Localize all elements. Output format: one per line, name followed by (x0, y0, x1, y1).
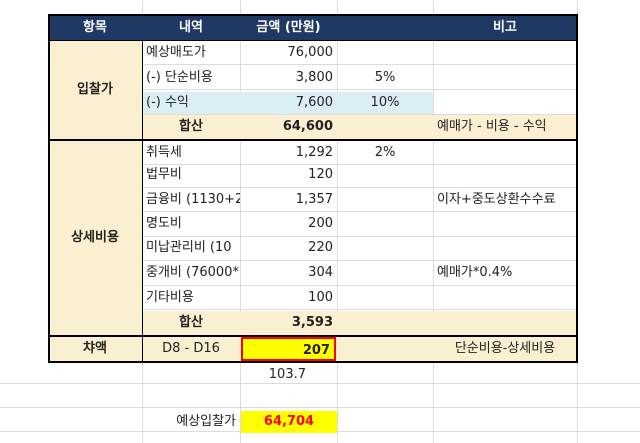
pct-cell[interactable]: 2% (374, 145, 396, 160)
header-blank (337, 14, 433, 41)
expected-bid-label[interactable]: 예상입찰가 (176, 414, 236, 429)
diff-formula[interactable]: D8 - D16 (162, 341, 220, 356)
note-cell[interactable]: 이자+중도상환수수료 (437, 192, 556, 207)
header-detail: 내역 (142, 14, 240, 41)
note-cell[interactable]: 예매가*0.4% (437, 265, 513, 280)
sum-row-bg-2 (142, 311, 577, 335)
amount-cell[interactable]: 3,800 (295, 70, 333, 85)
amount-cell[interactable]: 220 (308, 240, 333, 255)
detail-cell[interactable]: 중개비 (76000* (146, 265, 239, 280)
note-cell[interactable]: 예매가 - 비용 - 수익 (437, 119, 547, 134)
diff-row-bg (142, 337, 577, 361)
diff-amount[interactable]: 207 (241, 337, 336, 361)
detail-cell[interactable]: (-) 수익 (146, 95, 189, 110)
profit-row-bg (142, 92, 433, 114)
value-below[interactable]: 103.7 (268, 367, 306, 382)
amount-cell[interactable]: 100 (308, 290, 333, 305)
sum-amount[interactable]: 64,600 (282, 119, 333, 134)
expected-bid-value[interactable]: 64,704 (241, 411, 337, 433)
pct-cell[interactable]: 10% (370, 95, 400, 110)
sum-row-bg-1 (142, 115, 577, 139)
header-item: 항목 (48, 14, 142, 41)
sum-label[interactable]: 합산 (179, 315, 203, 330)
sum-label[interactable]: 합산 (179, 119, 203, 134)
note-cell[interactable]: 단순비용-상세비용 (454, 341, 556, 356)
header-amount: 금액 (만원) (240, 14, 337, 41)
amount-cell[interactable]: 7,600 (295, 95, 333, 110)
amount-cell[interactable]: 1,357 (295, 192, 333, 207)
detail-cell[interactable]: 기타비용 (146, 290, 194, 305)
detail-cell[interactable]: 예상매도가 (146, 45, 206, 60)
pct-cell[interactable]: 5% (374, 70, 396, 85)
detail-cell[interactable]: 법무비 (146, 167, 182, 182)
amount-cell[interactable]: 200 (308, 216, 333, 231)
amount-cell[interactable]: 1,292 (295, 145, 333, 160)
detail-cell[interactable]: 미납관리비 (10 (146, 240, 232, 255)
detail-cell[interactable]: 명도비 (146, 216, 182, 231)
detail-cell[interactable]: 취득세 (146, 145, 182, 160)
amount-cell[interactable]: 304 (308, 265, 333, 280)
header-note: 비고 (433, 14, 577, 41)
group-details: 상세비용 (48, 141, 142, 335)
detail-cell[interactable]: 금융비 (1130+2 (146, 192, 240, 207)
amount-cell[interactable]: 120 (308, 167, 333, 182)
group-bid: 입찰가 (48, 41, 142, 139)
detail-cell[interactable]: (-) 단순비용 (146, 70, 213, 85)
amount-cell[interactable]: 76,000 (287, 45, 334, 60)
group-diff: 챠액 (48, 337, 142, 361)
sum-amount[interactable]: 3,593 (291, 315, 333, 330)
